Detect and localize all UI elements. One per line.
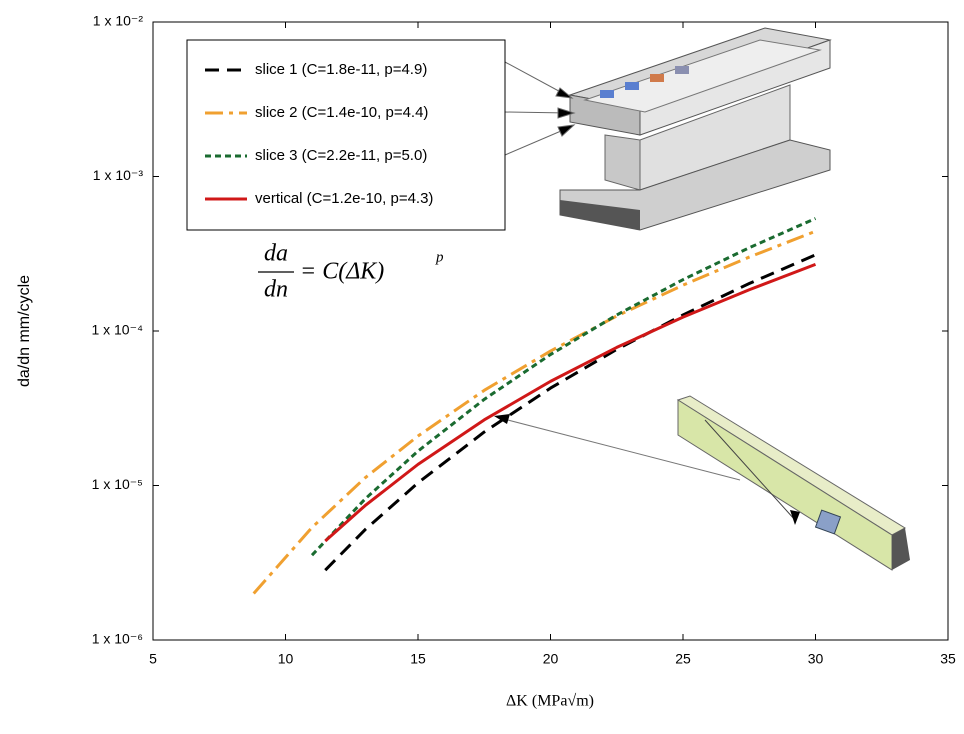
legend-label: slice 1 (C=1.8e-11, p=4.9) — [255, 61, 427, 78]
equation-exponent: p — [435, 249, 444, 265]
y-tick-label: 1 x 10⁻⁵ — [92, 476, 143, 492]
series-line — [324, 262, 817, 543]
x-axis-title: ΔK (MPa√m) — [506, 693, 594, 710]
legend-pointers — [504, 61, 576, 156]
x-tick-label: 35 — [940, 651, 956, 667]
rail-marker — [600, 90, 614, 98]
legend-label: slice 3 (C=2.2e-11, p=5.0) — [255, 147, 427, 164]
rail-marker — [650, 74, 664, 82]
series-line — [252, 229, 817, 595]
y-tick-label: 1 x 10⁻⁴ — [91, 322, 143, 338]
rail-marker — [675, 66, 689, 74]
y-axis-title: da/dn mm/cycle — [16, 275, 33, 387]
x-tick-label: 25 — [675, 651, 691, 667]
y-tick-label: 1 x 10⁻⁶ — [92, 631, 143, 647]
y-tick-label: 1 x 10⁻² — [93, 13, 144, 29]
y-tick-label: 1 x 10⁻³ — [93, 167, 144, 183]
equation-denominator: dn — [264, 277, 288, 303]
specimen-illustration — [676, 395, 910, 571]
rail-illustration — [559, 27, 832, 231]
rail-marker — [625, 82, 639, 90]
x-tick-label: 15 — [410, 651, 426, 667]
legend-label: slice 2 (C=1.4e-10, p=4.4) — [255, 104, 428, 121]
series-line — [310, 217, 817, 557]
x-tick-label: 5 — [149, 651, 157, 667]
equation-rhs: = C(ΔK) — [300, 259, 384, 285]
x-tick-label: 10 — [278, 651, 294, 667]
specimen-pointer — [499, 417, 741, 481]
series-line — [324, 253, 817, 572]
equation-numerator: da — [264, 241, 288, 267]
x-tick-label: 30 — [808, 651, 824, 667]
legend-label: vertical (C=1.2e-10, p=4.3) — [255, 190, 433, 207]
x-tick-label: 20 — [543, 651, 559, 667]
